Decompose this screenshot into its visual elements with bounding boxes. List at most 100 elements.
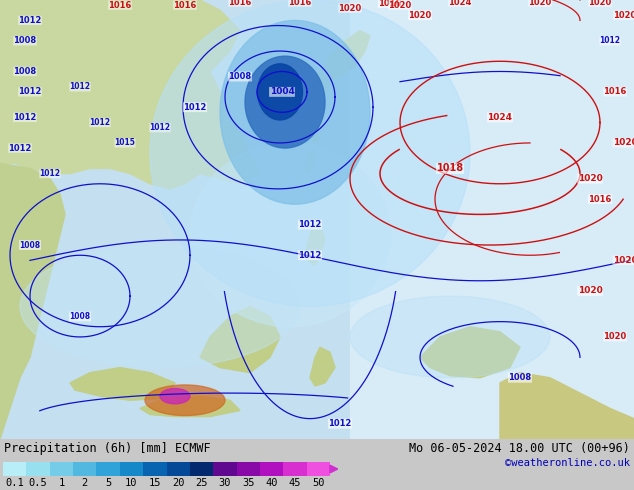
Text: 1020: 1020 — [408, 11, 432, 20]
Text: 1020: 1020 — [578, 174, 602, 183]
Text: 1012: 1012 — [13, 113, 37, 122]
Text: 1012: 1012 — [39, 169, 60, 178]
Text: Precipitation (6h) [mm] ECMWF: Precipitation (6h) [mm] ECMWF — [4, 442, 210, 455]
Bar — [73, 462, 96, 476]
Text: 1020: 1020 — [578, 287, 602, 295]
Text: 1012: 1012 — [183, 103, 207, 112]
Polygon shape — [310, 347, 335, 386]
Text: 1020: 1020 — [339, 3, 361, 13]
Text: 1020: 1020 — [588, 0, 612, 6]
Text: 1015: 1015 — [115, 139, 136, 147]
Polygon shape — [500, 373, 634, 439]
Text: 5: 5 — [105, 478, 111, 488]
Text: 1008: 1008 — [508, 373, 531, 382]
Text: 10: 10 — [125, 478, 138, 488]
Bar — [351, 0, 367, 439]
Text: 0.1: 0.1 — [5, 478, 24, 488]
Text: 1012: 1012 — [18, 87, 42, 97]
Bar — [236, 462, 260, 476]
Text: 1008: 1008 — [228, 72, 252, 81]
Bar — [213, 462, 236, 476]
Bar — [462, 0, 477, 439]
Text: 1008: 1008 — [13, 36, 37, 46]
Bar — [477, 0, 493, 439]
Text: 1012: 1012 — [8, 144, 32, 152]
Text: 1020: 1020 — [613, 11, 634, 20]
Ellipse shape — [20, 245, 300, 368]
Text: 1016: 1016 — [378, 0, 402, 7]
Text: 1004: 1004 — [269, 87, 294, 97]
Text: 1008: 1008 — [13, 67, 37, 76]
Ellipse shape — [145, 385, 225, 416]
Bar — [143, 462, 167, 476]
Bar — [320, 0, 336, 439]
Text: 1016: 1016 — [588, 195, 612, 204]
Ellipse shape — [245, 56, 325, 148]
Ellipse shape — [257, 64, 302, 120]
Text: 1008: 1008 — [20, 241, 41, 249]
Text: 1024: 1024 — [488, 113, 512, 122]
Bar — [307, 462, 330, 476]
Bar — [190, 462, 213, 476]
Polygon shape — [200, 306, 280, 373]
Bar — [49, 462, 73, 476]
Text: 1012: 1012 — [299, 251, 321, 260]
Ellipse shape — [220, 21, 370, 204]
Text: 1: 1 — [58, 478, 65, 488]
Ellipse shape — [190, 143, 390, 327]
Ellipse shape — [160, 389, 190, 404]
Polygon shape — [420, 327, 520, 378]
Text: 1020: 1020 — [612, 139, 634, 147]
Bar — [399, 0, 415, 439]
Text: 1012: 1012 — [70, 82, 91, 91]
Text: 1012: 1012 — [299, 220, 321, 229]
Text: 1012: 1012 — [89, 118, 110, 127]
Polygon shape — [305, 220, 325, 266]
Text: 1020: 1020 — [389, 0, 411, 10]
Bar — [260, 462, 283, 476]
Text: 1016: 1016 — [604, 87, 626, 97]
Text: 1012: 1012 — [150, 123, 171, 132]
Text: 1008: 1008 — [70, 312, 91, 321]
Text: 1016: 1016 — [173, 0, 197, 10]
Text: 1012: 1012 — [18, 16, 42, 25]
Text: 1020: 1020 — [612, 256, 634, 265]
Bar — [571, 0, 587, 439]
Bar — [602, 0, 619, 439]
Bar — [283, 462, 307, 476]
Bar — [367, 0, 383, 439]
Text: 1012: 1012 — [600, 36, 621, 46]
Bar — [335, 0, 352, 439]
Bar — [430, 0, 446, 439]
Text: 1018: 1018 — [436, 164, 463, 173]
Ellipse shape — [405, 0, 634, 306]
Bar — [446, 0, 462, 439]
Text: 50: 50 — [312, 478, 325, 488]
Text: 15: 15 — [148, 478, 161, 488]
Text: 1016: 1016 — [108, 0, 132, 10]
Text: 0.5: 0.5 — [29, 478, 48, 488]
Polygon shape — [70, 368, 175, 400]
Bar — [508, 0, 524, 439]
Text: Mo 06-05-2024 18.00 UTC (00+96): Mo 06-05-2024 18.00 UTC (00+96) — [409, 442, 630, 455]
Bar — [587, 0, 603, 439]
Polygon shape — [305, 148, 316, 173]
Bar — [120, 462, 143, 476]
Bar — [96, 462, 120, 476]
Text: 1020: 1020 — [604, 332, 626, 342]
Bar — [27, 462, 49, 476]
Text: 1016: 1016 — [228, 0, 252, 6]
Polygon shape — [285, 72, 330, 112]
Text: 20: 20 — [172, 478, 184, 488]
Bar — [493, 0, 508, 439]
Polygon shape — [0, 0, 260, 189]
Bar — [618, 0, 634, 439]
Text: 45: 45 — [288, 478, 301, 488]
Text: 30: 30 — [219, 478, 231, 488]
Bar — [540, 0, 556, 439]
Ellipse shape — [350, 296, 550, 378]
Text: 1012: 1012 — [328, 419, 352, 428]
Polygon shape — [0, 163, 65, 439]
Ellipse shape — [150, 0, 470, 306]
Text: ©weatheronline.co.uk: ©weatheronline.co.uk — [505, 458, 630, 468]
